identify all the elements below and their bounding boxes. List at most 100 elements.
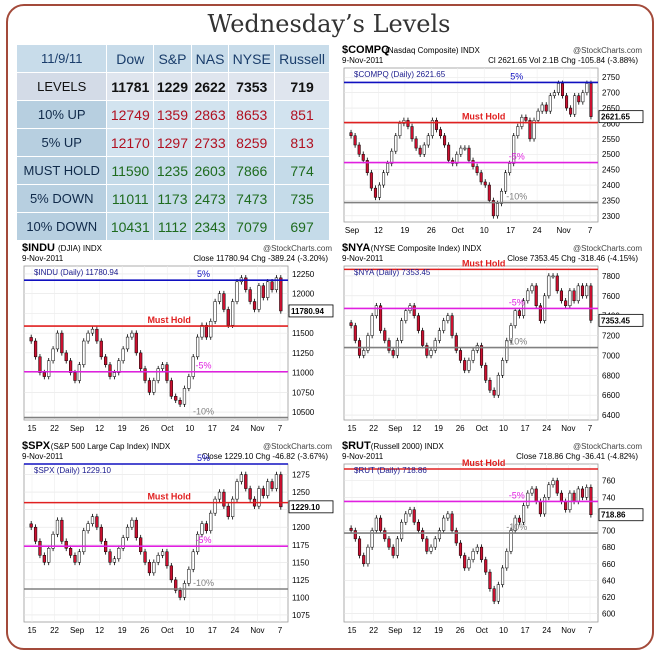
candle-body	[47, 360, 51, 377]
candle-body	[425, 538, 429, 552]
candle-body	[357, 538, 362, 556]
candle-body	[484, 365, 488, 381]
candle-body	[226, 505, 230, 517]
candle-body	[429, 350, 433, 356]
candle-body	[573, 95, 577, 115]
plot-area	[23, 463, 289, 623]
candle-body	[551, 480, 555, 486]
page-title: Wednesday’s Levels	[207, 10, 451, 38]
candle-body	[68, 548, 73, 556]
chart-nya-svg: $NYA (NYSE Composite Index) INDX @StockCha…	[342, 242, 644, 433]
row-label: 10% UP	[15, 100, 108, 129]
level-label: -10%	[506, 337, 527, 347]
level-label: -10%	[193, 578, 214, 588]
candle-body	[585, 83, 589, 93]
y-tick-label: 6400	[602, 411, 620, 420]
x-tick-label: Oct	[161, 626, 174, 635]
candle-body	[383, 330, 387, 341]
x-tick-label: 24	[230, 626, 239, 635]
candle-body	[64, 540, 68, 549]
candle-body	[378, 305, 383, 331]
candle-body	[274, 277, 279, 290]
candle-body	[458, 350, 463, 361]
y-tick-label: 600	[602, 610, 616, 619]
y-tick-label: 11000	[292, 369, 314, 378]
level-label: -5%	[196, 535, 212, 545]
candle-body	[394, 135, 398, 152]
candle-body	[512, 135, 516, 164]
x-tick-label: 12	[412, 424, 421, 433]
level-value: 1359	[153, 100, 192, 129]
candle-body	[463, 147, 467, 150]
x-tick-label: 10	[499, 424, 508, 433]
candle-body	[68, 360, 73, 373]
y-tick-label: 1150	[292, 558, 310, 567]
candle-body	[496, 375, 500, 396]
candle-body	[174, 396, 178, 401]
x-tick-label: 26	[427, 226, 436, 235]
chart-compq: $COMPQ (Nasdaq Composite) INDX @StockChart…	[340, 44, 644, 238]
candle-body	[495, 203, 499, 217]
last-price-label: 718.86	[601, 511, 626, 520]
y-tick-label: 11500	[292, 329, 314, 338]
candle-body	[408, 509, 412, 515]
level-label: -5%	[509, 152, 525, 162]
candle-body	[90, 516, 95, 524]
x-tick-label: Nov	[556, 226, 570, 235]
candle-body	[156, 368, 160, 381]
level-value: 7353	[228, 72, 276, 101]
chart-spx: $SPX (S&P 500 Large Cap Index) INDX @Stock…	[20, 440, 334, 638]
candle-body	[517, 517, 521, 523]
level-value: 1297	[153, 128, 192, 157]
chart-name: (NYSE Composite Index) INDX	[371, 244, 482, 253]
x-tick-label: 10	[185, 626, 194, 635]
candle-body	[200, 523, 204, 535]
x-tick-label: 7	[278, 424, 283, 433]
candle-body	[416, 521, 420, 531]
x-tick-label: 10	[480, 226, 489, 235]
candle-body	[504, 172, 508, 192]
y-tick-label: 6800	[602, 371, 620, 380]
level-value: 12749	[106, 100, 155, 129]
level-value: 1173	[153, 184, 192, 213]
candle-body	[534, 285, 538, 306]
candle-body	[404, 310, 408, 321]
candle-body	[33, 340, 38, 358]
candle-body	[492, 588, 496, 602]
level-value: 2473	[190, 184, 230, 213]
candle-body	[406, 120, 410, 127]
candle-body	[134, 332, 138, 354]
candle-body	[42, 372, 46, 377]
candle-body	[538, 305, 542, 321]
y-tick-label: 740	[602, 493, 616, 502]
level-value: 1229	[153, 72, 192, 101]
levels-row-5-down: 5% DOWN 11011 1173 2473 7473 735	[15, 184, 330, 213]
candle-body	[508, 163, 512, 173]
row-label: LEVELS	[15, 72, 108, 101]
x-tick-label: Nov	[250, 424, 264, 433]
candle-body	[257, 285, 261, 310]
chart-legend: $NYA (Daily) 7353.45	[354, 268, 431, 277]
level-label: -5%	[196, 361, 212, 371]
y-tick-label: 12250	[292, 270, 315, 279]
level-value: 12170	[106, 128, 155, 157]
candle-body	[416, 315, 420, 331]
candle-body	[235, 281, 239, 302]
x-tick-label: Oct	[452, 226, 465, 235]
x-tick-label: 7	[278, 626, 283, 635]
x-tick-label: 26	[140, 626, 149, 635]
candle-body	[442, 320, 446, 331]
last-price-tag	[288, 304, 334, 318]
x-tick-label: Oct	[476, 626, 489, 635]
level-label: -5%	[509, 490, 525, 500]
last-price-tag	[598, 508, 644, 522]
candle-body	[130, 332, 134, 338]
candle-body	[178, 400, 182, 405]
chart-symbol: $INDU	[22, 242, 55, 254]
y-tick-label: 2450	[602, 166, 620, 175]
chart-name: (Nasdaq Composite) INDX	[385, 46, 480, 55]
candle-body	[191, 356, 195, 377]
candle-body	[73, 372, 77, 381]
candle-body	[165, 364, 169, 381]
level-value: 1235	[153, 156, 192, 185]
